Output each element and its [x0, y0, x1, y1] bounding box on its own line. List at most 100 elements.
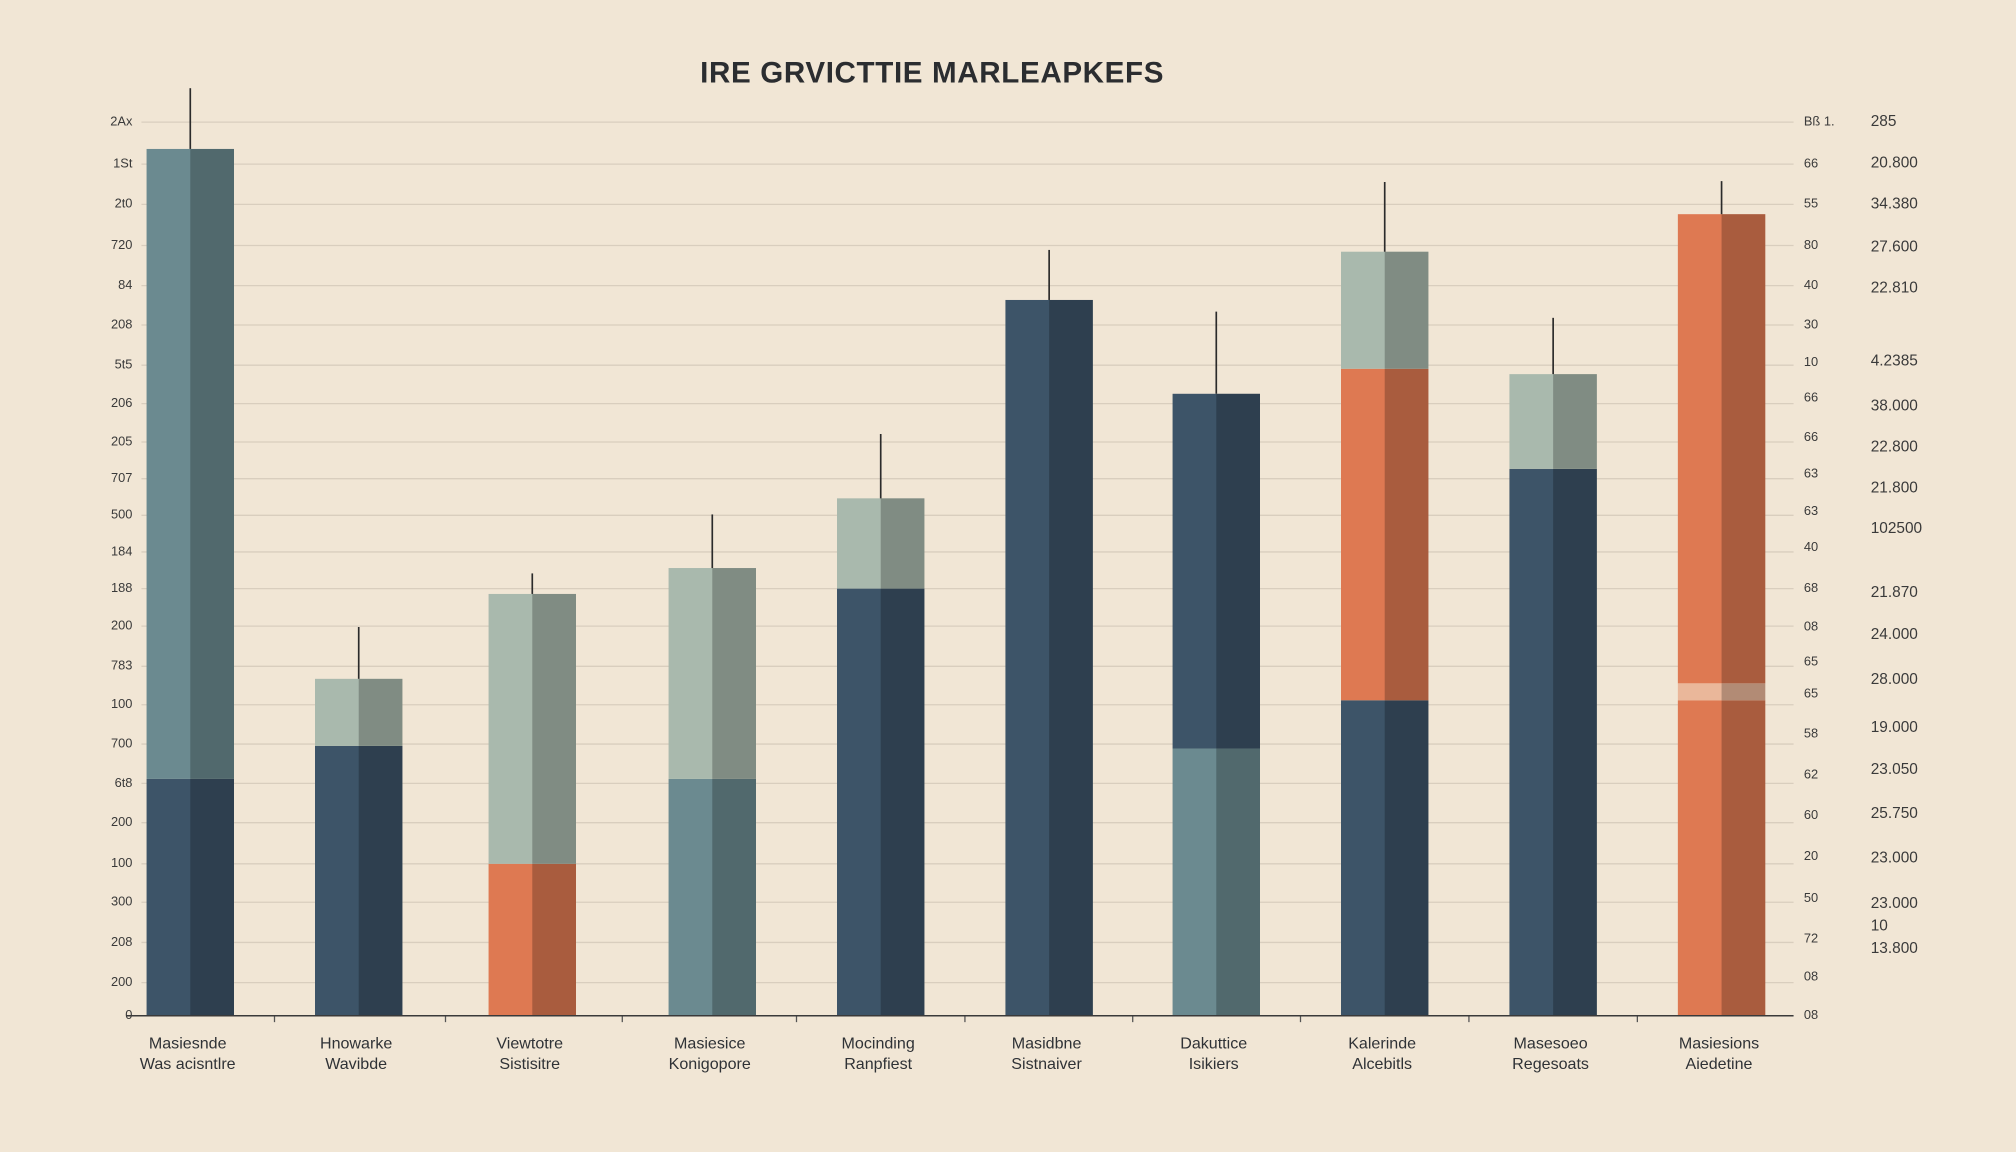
y2-tick-label: 40 [1804, 539, 1818, 554]
bar-shade [532, 593, 576, 864]
y2-tick-label: 30 [1804, 316, 1818, 331]
y2-outer-tick-label: 21.800 [1871, 480, 1918, 497]
bar-segment [1341, 700, 1429, 1016]
bars [146, 88, 1766, 1016]
y2-outer-tick-label: 21.870 [1871, 584, 1918, 601]
bar-segment [837, 498, 925, 589]
y2-outer-tick-label: 34.380 [1871, 195, 1918, 212]
bar-shade [1721, 214, 1766, 684]
y-tick-label: 1St [113, 156, 133, 171]
bar-segment [1341, 368, 1429, 701]
bar-segment [1341, 251, 1429, 369]
y2-tick-label: 65 [1804, 685, 1818, 700]
x-tick-label: Sistnaiver [1011, 1055, 1082, 1073]
y2-outer-tick-label: 102500 [1871, 520, 1922, 537]
x-tick-label: Masiesions [1679, 1034, 1759, 1052]
y2-tick-label: 66 [1804, 429, 1818, 444]
bar-segment [1677, 700, 1766, 1016]
y2-outer-tick-label: 19.000 [1871, 719, 1918, 736]
bar-segment [668, 568, 756, 779]
y-tick-label: 205 [111, 433, 132, 448]
y2-tick-label: 55 [1804, 196, 1818, 211]
y2-tick-label: 66 [1804, 390, 1818, 405]
bar-segment [315, 678, 403, 746]
y2-outer-tick-label: 22.800 [1871, 438, 1918, 455]
y-tick-label: 0 [125, 1007, 132, 1022]
bar-segment [146, 778, 234, 1016]
x-tick-label: Mocinding [842, 1034, 915, 1052]
x-tick-label: Masiesnde [149, 1034, 227, 1052]
y2-outer-tick-label: 23.000 [1871, 850, 1918, 867]
y-tick-label: 206 [111, 395, 132, 410]
bar-segment [315, 745, 403, 1016]
y-tick-label: 500 [111, 507, 132, 522]
x-tick-label: Wavibde [325, 1055, 387, 1073]
y2-tick-label: 08 [1804, 1007, 1818, 1022]
bar-shade [1721, 700, 1766, 1016]
bar-segment [1509, 468, 1597, 1016]
bar-shade [1721, 683, 1766, 701]
y-tick-label: 200 [111, 974, 132, 989]
y2-tick-label: 62 [1804, 767, 1818, 782]
x-tick-label: Masiesice [674, 1034, 745, 1052]
bar-shade [358, 745, 403, 1016]
y2-tick-label: 63 [1804, 503, 1818, 518]
y2-outer-tick-label: 23.000 [1871, 895, 1918, 912]
y2-tick-label: 08 [1804, 969, 1818, 984]
y2-outer-tick-label: 25.750 [1871, 805, 1918, 822]
y-tick-label: 208 [111, 316, 132, 331]
y-tick-label: 200 [111, 814, 132, 829]
bar-shade [1216, 748, 1260, 1016]
x-tick-label: Ranpfiest [844, 1055, 912, 1073]
y2-tick-label: 20 [1804, 848, 1818, 863]
y2-tick-label: 65 [1804, 653, 1818, 668]
bar-shade [1049, 299, 1093, 1016]
axes: 02002083001002006t8700100783200188184500… [110, 113, 1922, 1073]
y-tick-label: 783 [111, 658, 132, 673]
y2-outer-tick-label: 13.800 [1871, 940, 1918, 957]
y-tick-label: 100 [111, 696, 132, 711]
x-tick-label: Was acisntlre [140, 1055, 236, 1073]
bar-shade [712, 568, 756, 779]
y2-tick-label: 08 [1804, 618, 1818, 633]
y2-outer-tick-label: 22.810 [1871, 279, 1918, 296]
bar-segment [1005, 299, 1093, 1016]
bar-shade [880, 498, 925, 589]
bar-segment [1677, 683, 1766, 701]
y-tick-label: 300 [111, 894, 132, 909]
x-tick-label: Alcebitls [1352, 1055, 1412, 1073]
x-tick-label: Kalerinde [1348, 1034, 1416, 1052]
x-tick-label: Regesoats [1512, 1055, 1589, 1073]
bar-segment [837, 588, 925, 1016]
bar-shade [1553, 468, 1597, 1016]
bar-segment [668, 778, 756, 1016]
bar-shade [712, 778, 756, 1016]
y2-tick-label: Bß 1. [1804, 114, 1835, 129]
bar-shade [190, 778, 234, 1016]
x-tick-label: Masesoeo [1514, 1034, 1588, 1052]
y2-outer-tick-label: 38.000 [1871, 397, 1918, 414]
x-tick-label: Hnowarke [320, 1034, 392, 1052]
bar-shade [190, 148, 234, 779]
y2-tick-label: 72 [1804, 930, 1818, 945]
x-tick-label: Viewtotre [496, 1034, 563, 1052]
bar-shade [1216, 393, 1260, 749]
y-tick-label: 200 [111, 618, 132, 633]
y2-tick-label: 10 [1804, 354, 1818, 369]
chart-title: IRE GRVICTTIE MARLEAPKEFS [700, 56, 1164, 89]
y-tick-label: 84 [118, 277, 132, 292]
x-tick-label: Masidbne [1012, 1034, 1082, 1052]
y2-outer-tick-label: 27.600 [1871, 238, 1918, 255]
y-tick-label: 6t8 [115, 775, 133, 790]
y2-tick-label: 58 [1804, 726, 1818, 741]
y-tick-label: 2Ax [110, 114, 133, 129]
y-tick-label: 100 [111, 855, 132, 870]
bar-segment [1172, 748, 1260, 1016]
bar-segment [1509, 374, 1597, 469]
y2-outer-tick-label: 10 [1871, 917, 1888, 934]
y-tick-label: 720 [111, 237, 132, 252]
bar-shade [532, 863, 576, 1016]
y-tick-label: 700 [111, 735, 132, 750]
x-tick-label: Sistisitre [499, 1055, 560, 1073]
y2-outer-tick-label: 23.050 [1871, 761, 1918, 778]
